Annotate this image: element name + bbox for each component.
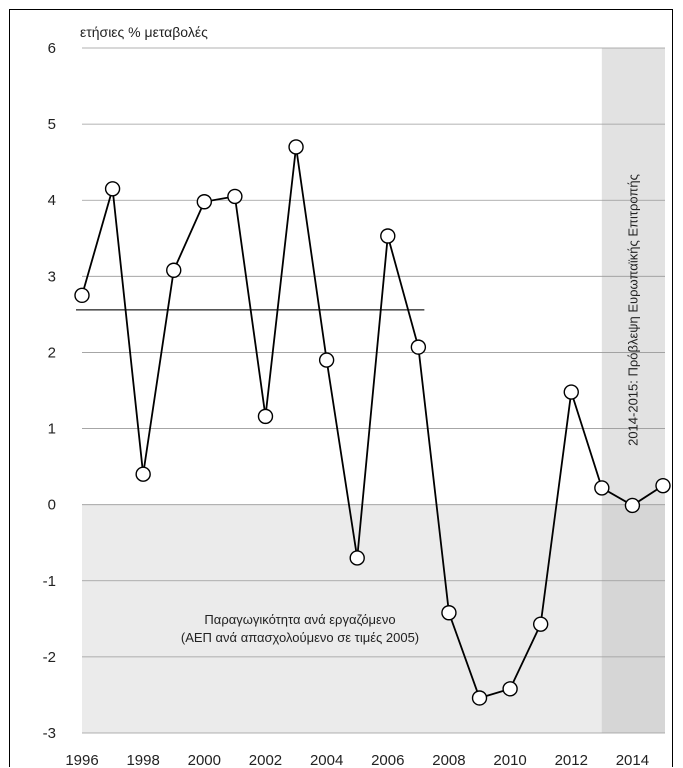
data-point-marker (257, 408, 274, 425)
y-tick-label: 2 (48, 344, 56, 361)
y-tick-label: 4 (48, 192, 56, 209)
x-tick-label: 2008 (432, 752, 465, 768)
data-point-marker (196, 194, 213, 210)
data-point-marker (532, 616, 549, 632)
forecast-band-label: 2014-2015: Πρόβλεψη Ευρωπαϊκής Επιτροπής (625, 174, 640, 446)
data-point-marker (471, 690, 488, 706)
chart-frame: ετήσιες % μεταβολές Παραγωγικότητα ανά ε… (9, 9, 673, 768)
data-point-marker (441, 605, 457, 621)
x-tick-label: 2006 (371, 752, 404, 768)
series-annotation-line1: Παραγωγικότητα ανά εργαζόμενο (204, 612, 395, 627)
data-point-marker (410, 339, 427, 355)
x-tick-label: 2002 (249, 752, 282, 768)
x-tick-label: 2010 (493, 752, 526, 768)
y-tick-label: -2 (43, 649, 56, 666)
y-tick-label: 3 (48, 268, 56, 285)
x-tick-label: 2004 (310, 752, 343, 768)
data-point-marker (349, 550, 365, 566)
x-tick-label: 1998 (126, 752, 159, 768)
x-tick-label: 1996 (65, 752, 98, 768)
data-point-marker (380, 228, 396, 244)
y-tick-label: -1 (43, 573, 56, 590)
data-point-marker (166, 262, 182, 278)
data-point-marker (288, 139, 304, 155)
forecast-band-negative-part (601, 504, 665, 733)
y-tick-label: -3 (43, 725, 56, 742)
data-point-marker (594, 480, 610, 496)
x-tick-label: 2012 (555, 752, 588, 768)
data-point-marker (318, 352, 335, 368)
y-tick-label: 5 (48, 116, 56, 133)
y-tick-label: 6 (48, 40, 56, 57)
productivity-line-chart: ετήσιες % μεταβολές Παραγωγικότητα ανά ε… (43, 24, 671, 768)
data-point-marker (74, 287, 90, 304)
data-point-marker (655, 477, 671, 494)
series-annotation-line2: (ΑΕΠ ανά απασχολούμενο σε τιμές 2005) (181, 630, 419, 645)
y-unit-label: ετήσιες % μεταβολές (80, 24, 208, 40)
data-point-marker (104, 181, 121, 197)
series-line (81, 146, 664, 700)
x-tick-label: 2014 (616, 752, 649, 768)
data-point-marker (502, 681, 518, 697)
data-point-marker (135, 466, 151, 482)
data-point-marker (227, 188, 243, 205)
y-tick-label: 1 (48, 421, 56, 438)
data-point-marker (624, 497, 641, 514)
data-point-marker (563, 384, 579, 400)
x-tick-label: 2000 (188, 752, 221, 768)
y-tick-label: 0 (48, 497, 56, 514)
negative-area-shading (82, 504, 665, 733)
